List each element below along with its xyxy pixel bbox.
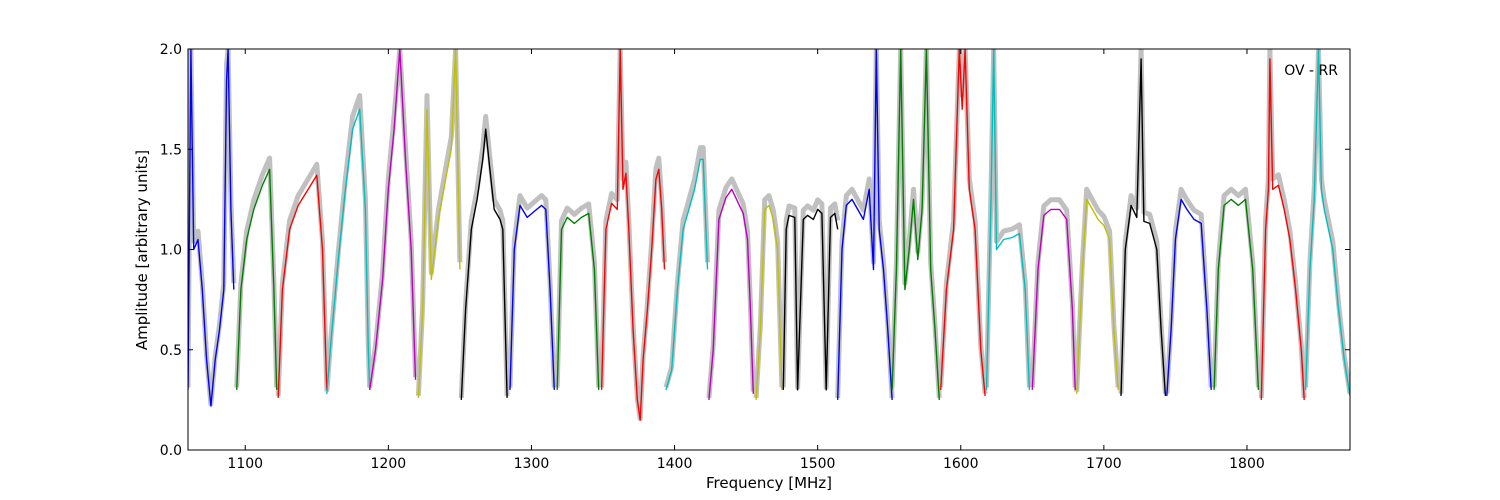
x-tick-label: 1200	[371, 456, 407, 472]
series-line-9	[600, 49, 666, 421]
series-line-5	[417, 49, 461, 398]
series-line-16	[940, 49, 986, 396]
series-layer	[188, 49, 1350, 421]
reference-trace-9	[599, 49, 667, 422]
series-line-15	[891, 49, 940, 400]
series-line-6	[460, 128, 508, 400]
x-tick-label: 1700	[1086, 456, 1122, 472]
series-line-18	[1031, 208, 1076, 390]
x-axis-title: Frequency [MHz]	[706, 474, 832, 492]
series-line-24	[1304, 49, 1350, 397]
x-tick-label: 1500	[800, 456, 836, 472]
series-line-3	[326, 108, 371, 394]
series-line-11	[708, 188, 754, 400]
series-line-17	[985, 49, 1031, 390]
x-tick-label: 1600	[943, 456, 979, 472]
y-axis-title: Amplitude [arbitrary units]	[133, 150, 151, 350]
series-line-10	[665, 158, 709, 391]
reference-trace-6	[458, 113, 510, 399]
chart-annotation: OV - RR	[1284, 63, 1338, 79]
reference-trace-7	[507, 193, 557, 388]
series-line-8	[556, 212, 600, 390]
reference-trace-10	[663, 145, 710, 389]
x-tick-label: 1300	[514, 456, 550, 472]
y-tick-label: 0.0	[160, 443, 182, 459]
series-line-13	[782, 208, 839, 391]
y-tick-label: 1.0	[160, 243, 182, 259]
series-line-7	[509, 204, 555, 390]
series-line-0	[188, 49, 235, 407]
series-line-4	[369, 49, 417, 391]
ticks-layer: 1100 1200 1300 1400 1500 1600 1700 1800 0.0 0.5 1.…	[160, 42, 1350, 472]
reference-trace-3	[324, 93, 373, 392]
series-line-21	[1166, 198, 1212, 396]
series-line-23	[1260, 58, 1305, 400]
series-line-12	[755, 204, 783, 400]
y-tick-label: 1.5	[160, 142, 182, 158]
reference-trace-23	[1258, 49, 1307, 399]
x-tick-label: 1100	[227, 456, 263, 472]
y-tick-label: 0.5	[160, 343, 182, 359]
series-line-1	[236, 168, 278, 390]
reference-trace-8	[554, 201, 602, 388]
series-line-22	[1213, 198, 1260, 390]
reference-trace-18	[1029, 197, 1078, 388]
reference-trace-14	[835, 49, 895, 399]
series-line-19	[1076, 198, 1119, 394]
reference-trace-12	[753, 193, 785, 399]
y-tick-label: 2.0	[160, 42, 182, 58]
series-line-14	[837, 49, 893, 400]
x-tick-label: 1800	[1229, 456, 1265, 472]
series-line-20	[1120, 58, 1167, 396]
series-line-2	[277, 174, 328, 398]
reference-trace-22	[1211, 186, 1261, 388]
x-tick-label: 1400	[657, 456, 693, 472]
